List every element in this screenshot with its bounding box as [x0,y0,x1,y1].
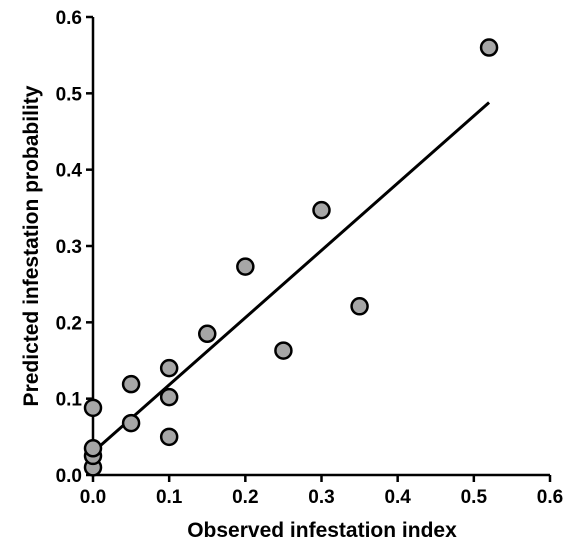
y-tick-label: 0.4 [56,161,83,182]
axes [91,17,550,477]
x-axis-label: Observed infestation index [187,519,457,542]
x-tick-label: 0.5 [461,487,488,508]
x-tick-label: 0.6 [537,487,563,508]
fit-line-group [92,101,491,454]
y-tick-label: 0.1 [56,390,83,411]
y-axis-label: Predicted infestation probability [20,85,43,406]
data-point [198,324,217,344]
data-point [159,358,179,378]
x-tick-label: 0.2 [232,487,258,508]
data-point [479,38,499,57]
points-group [83,38,499,477]
data-point [121,374,141,394]
y-tick-label: 0.2 [56,313,82,334]
data-point [236,257,255,276]
data-point [350,297,369,316]
x-tick-label: 0.3 [308,487,334,508]
data-point [83,398,103,418]
x-tick-label: 0.0 [80,487,106,508]
x-tick-label: 0.1 [156,487,183,508]
data-point [159,427,179,447]
data-point [83,439,103,458]
data-point [274,341,293,360]
y-tick-label: 0.0 [56,466,82,487]
y-tick-label: 0.5 [56,84,83,105]
y-tick-label: 0.6 [56,8,82,29]
data-point [159,387,179,407]
x-tick-label: 0.4 [384,487,411,508]
x-ticks: 0.0 0.1 0.2 0.3 0.4 0.5 0.6 [80,475,563,508]
data-point [312,200,331,220]
regression-line [92,101,491,454]
data-point [121,413,141,433]
y-tick-label: 0.3 [56,237,82,258]
